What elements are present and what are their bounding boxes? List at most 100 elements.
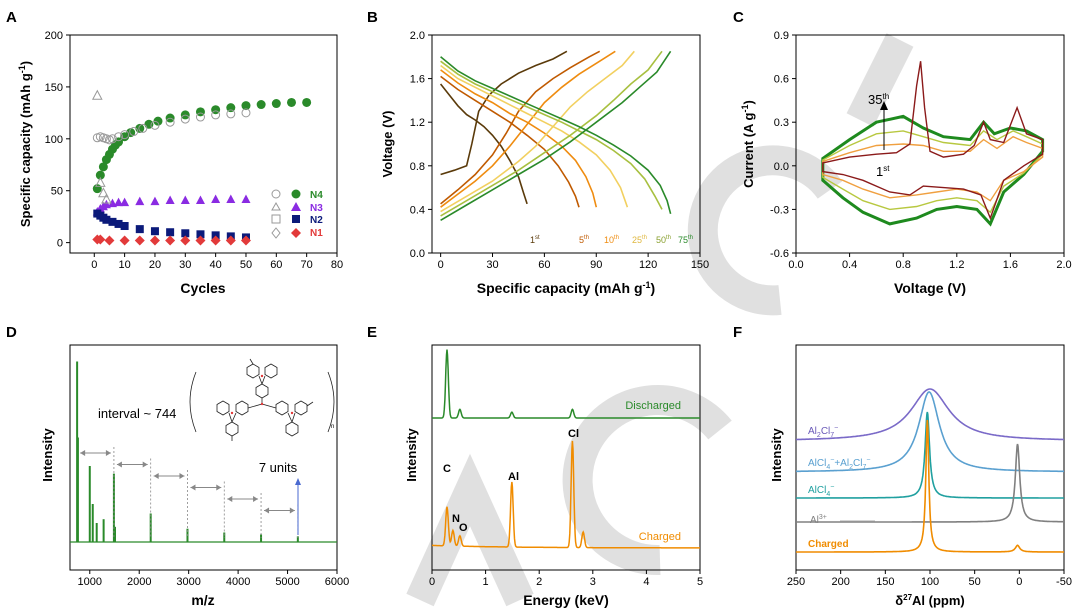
panel-c-label: C [733, 9, 744, 26]
x-tick-label: 5000 [275, 576, 299, 588]
watermark-letter-a [406, 453, 534, 607]
charge-curve-50th [440, 50, 663, 217]
data-point-n1 [225, 235, 236, 246]
panel-f: F 250 200 150 100 50 0 -50 Al2Cl7− AlCl4−+Al2C… [733, 324, 1072, 608]
cv-curve-cycle-1 [822, 61, 1044, 221]
x-tick-label: 1.6 [1003, 259, 1018, 271]
cycle-label-75th: 75th [678, 235, 693, 245]
x-tick-label: 0 [429, 576, 435, 588]
data-point-n2 [166, 228, 175, 237]
data-point-n3-hollow [95, 176, 106, 187]
data-point-n3-hollow [101, 193, 112, 204]
data-point-n1 [134, 235, 145, 246]
nitrogen-atom [230, 411, 234, 415]
legend-label-n4: N4 [310, 190, 323, 201]
interval-arrow-head [289, 507, 295, 514]
left-bracket [189, 371, 197, 433]
data-point-n4 [153, 116, 163, 126]
x-tick-label: 2.0 [1056, 259, 1071, 271]
plot-frame [431, 344, 701, 571]
x-axis-label: m/z [191, 592, 214, 608]
x-tick-label: 50 [969, 576, 981, 588]
cycle-annotation: 35th 1st [868, 92, 890, 179]
legend-marker-n3 [291, 202, 301, 211]
cycle-label-5th: 5th [579, 235, 589, 245]
x-tick-label: -50 [1056, 576, 1072, 588]
bond [261, 403, 277, 409]
x-axis-label: Cycles [180, 280, 225, 296]
panel-e-label: E [367, 324, 377, 341]
y-axis-label: Specific capacity (mAh g-1) [17, 61, 33, 227]
nitrogen-atom [290, 411, 294, 415]
legend-marker-hollow [271, 201, 281, 211]
repeat-subscript: n [331, 424, 334, 430]
y-tick-label: 0.9 [774, 30, 789, 42]
x-tick-label: 20 [149, 259, 161, 271]
x-tick-label: 1000 [78, 576, 102, 588]
data-point-n1 [240, 235, 251, 246]
data-point-n2 [211, 231, 220, 240]
data-point-n4-hollow [241, 108, 251, 118]
x-tick-label: 0 [1016, 576, 1022, 588]
data-point-n4-hollow [165, 117, 175, 127]
y-axis-label: Intensity [769, 428, 784, 482]
eds-spectrum-discharged [432, 349, 700, 419]
legend-marker-n2 [292, 215, 300, 223]
data-point-n4 [98, 162, 108, 172]
data-point-n4-hollow [129, 127, 139, 137]
charge-curve-25th [440, 50, 635, 213]
benzene-ring [285, 421, 299, 437]
x-axis-label: Energy (keV) [523, 592, 609, 608]
panel-d-label: D [6, 324, 17, 341]
units-arrow-head [295, 478, 301, 485]
panel-a-label: A [6, 9, 17, 26]
data-point-n1 [104, 235, 115, 246]
benzene-ring [264, 363, 278, 379]
discharge-curve-25th [440, 64, 629, 208]
units-label: 7 units [259, 460, 298, 475]
data-point-n3 [114, 197, 124, 207]
legend: N4 N3 N2 N1 [271, 189, 323, 239]
data-point-n4 [286, 97, 296, 107]
x-tick-label: 3000 [176, 576, 200, 588]
nitrogen-atom [260, 374, 264, 378]
legend-marker-n1 [291, 228, 301, 238]
x-tick-label: 5 [697, 576, 703, 588]
y-axis-label: Intensity [404, 428, 419, 482]
label-1st: 1st [876, 164, 890, 179]
x-tick-label: 1.2 [949, 259, 964, 271]
watermark [406, 33, 914, 607]
y-tick-label: 0.0 [410, 248, 425, 260]
interval-arrow-head [80, 450, 86, 456]
y-tick-label: 1.2 [410, 117, 425, 129]
bond [261, 375, 266, 385]
x-tick-label: 90 [590, 259, 602, 271]
x-tick-label: 70 [301, 259, 313, 271]
legend-marker-hollow [271, 189, 281, 199]
interval-label: interval ~ 744 [98, 406, 176, 421]
discharge-curve-5th [440, 75, 580, 208]
peak-label-cl: Cl [568, 428, 579, 440]
bond [287, 412, 293, 423]
cv-curve-cycle-20 [822, 129, 1044, 214]
y-tick-label: 0.4 [410, 204, 425, 216]
bond [228, 412, 233, 423]
interval-arrow-head [216, 484, 222, 491]
data-point-n3 [165, 195, 175, 205]
y-tick-label: 0 [57, 238, 63, 250]
data-point-n4 [241, 101, 251, 111]
x-tick-label: 4 [643, 576, 649, 588]
cycle-label-50th: 50th [656, 235, 671, 245]
plot-frame [69, 34, 338, 254]
x-tick-label: 30 [486, 259, 498, 271]
benzene-ring [225, 421, 239, 437]
data-point-n4 [302, 97, 312, 107]
legend-marker-n4 [291, 189, 301, 199]
data-point-n4 [256, 100, 266, 110]
legend-label-n3: N3 [310, 203, 323, 214]
data-point-n4-hollow [195, 112, 205, 122]
right-bracket [327, 371, 335, 433]
watermark-letter-c2 [687, 145, 843, 316]
nitrogen-atom [260, 402, 264, 406]
